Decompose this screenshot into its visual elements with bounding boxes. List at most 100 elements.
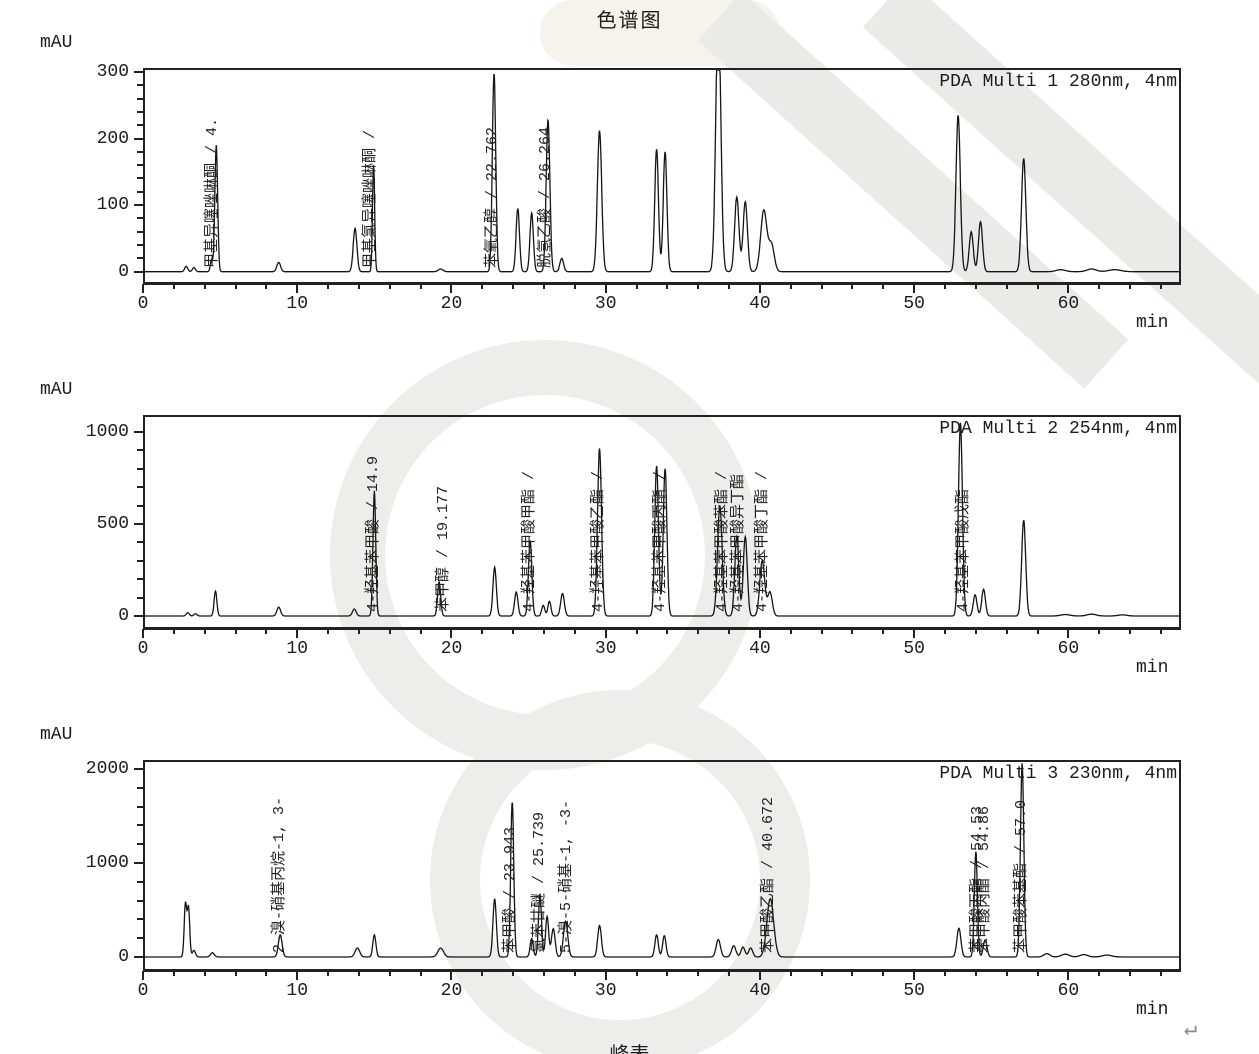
y-minor-tick [137, 843, 143, 846]
x-tick-label: 10 [286, 981, 309, 1001]
x-major-tick [142, 971, 144, 980]
x-major-tick [1067, 971, 1070, 980]
x-major-tick [913, 971, 916, 980]
y-minor-tick [137, 486, 143, 489]
x-minor-tick [1098, 284, 1101, 289]
x-minor-tick [234, 971, 237, 976]
x-minor-tick [1036, 971, 1039, 976]
x-minor-tick [481, 971, 484, 976]
x-minor-tick [697, 629, 700, 634]
x-tick-label: 50 [903, 294, 925, 314]
y-minor-tick [137, 824, 143, 827]
y-tick-label: 100 [96, 195, 129, 216]
x-minor-tick [1098, 971, 1101, 976]
x-minor-tick [1159, 629, 1162, 634]
peak-annotation: 4-羟基苯甲酸乙酯 / [589, 470, 607, 612]
y-minor-tick [137, 504, 143, 507]
y-minor-tick [137, 880, 143, 883]
x-minor-tick [419, 284, 422, 289]
x-minor-tick [820, 971, 823, 976]
x-minor-tick [635, 971, 638, 976]
x-minor-tick [481, 629, 484, 634]
y-minor-tick [137, 97, 143, 100]
y-major-tick [134, 767, 143, 770]
x-major-tick [913, 284, 916, 293]
y-axis-unit-label: mAU [40, 380, 73, 400]
x-minor-tick [388, 971, 391, 976]
y-major-tick [134, 955, 143, 958]
y-minor-tick [137, 190, 143, 193]
x-minor-tick [1005, 629, 1008, 634]
y-minor-tick [137, 110, 143, 113]
y-major-tick [134, 70, 143, 73]
x-minor-tick [1005, 284, 1008, 289]
x-major-tick [758, 629, 761, 638]
x-minor-tick [172, 629, 175, 634]
x-minor-tick [666, 971, 669, 976]
x-minor-tick [882, 971, 885, 976]
trace-line [143, 70, 1181, 273]
y-tick-label: 1000 [85, 421, 129, 442]
y-minor-tick [137, 177, 143, 180]
peak-annotation: 苯甲酸 / 23.943 [502, 826, 520, 953]
x-minor-tick [543, 629, 545, 634]
x-major-tick [142, 284, 144, 293]
x-minor-tick [357, 629, 360, 634]
y-tick-label: 200 [96, 128, 129, 149]
peak-annotation: 2-溴-硝基丙烷-1, 3- [271, 796, 289, 953]
y-minor-tick [137, 899, 143, 902]
x-tick-label: 0 [137, 294, 149, 314]
x-minor-tick [789, 284, 792, 289]
chromatogram-trace [143, 422, 1181, 617]
trace-line [143, 422, 1181, 617]
x-axis-unit-label: min [1136, 658, 1169, 678]
detector-label: PDA Multi 2 254nm, 4nm [939, 419, 1177, 439]
y-minor-tick [137, 596, 143, 599]
x-major-tick [758, 971, 761, 980]
y-minor-tick [137, 578, 143, 581]
x-minor-tick [1129, 629, 1132, 634]
x-minor-tick [944, 284, 947, 289]
peak-annotation: 脱氢乙酸 / 26.264 [537, 126, 555, 268]
y-major-tick [134, 430, 143, 433]
peak-annotation: 4-羟基苯甲酸丁酯 / [754, 470, 772, 612]
x-minor-tick [789, 971, 792, 976]
chromatogram-trace [143, 70, 1181, 273]
x-minor-tick [481, 284, 484, 289]
x-minor-tick [265, 284, 268, 289]
x-major-tick [604, 284, 607, 293]
peak-annotation: 4-羟基苯甲酸苯酯 / [714, 470, 732, 612]
y-minor-tick [137, 257, 143, 260]
x-tick-label: 30 [594, 639, 617, 659]
y-tick-label: 300 [96, 61, 129, 82]
y-axis-unit-label: mAU [40, 33, 73, 53]
y-minor-tick [137, 805, 143, 808]
x-minor-tick [234, 629, 237, 634]
plot-area [143, 415, 1181, 630]
x-tick-label: 50 [903, 639, 925, 659]
x-tick-label: 60 [1057, 981, 1080, 1001]
x-minor-tick [728, 284, 731, 289]
x-minor-tick [573, 971, 576, 976]
x-major-tick [604, 971, 607, 980]
y-major-tick [134, 204, 143, 207]
peak-annotation: 4-羟基苯甲酸戊酯 [954, 488, 972, 612]
x-minor-tick [1036, 284, 1039, 289]
x-minor-tick [327, 284, 330, 289]
x-tick-label: 60 [1057, 294, 1080, 314]
x-minor-tick [327, 971, 330, 976]
x-minor-tick [635, 629, 638, 634]
x-minor-tick [1129, 284, 1132, 289]
x-tick-label: 0 [137, 639, 149, 659]
y-minor-tick [137, 786, 143, 789]
x-minor-tick [573, 629, 576, 634]
x-minor-tick [512, 629, 515, 634]
y-tick-label: 0 [118, 261, 129, 282]
x-minor-tick [419, 629, 422, 634]
y-minor-tick [137, 244, 143, 247]
y-major-tick [134, 861, 143, 864]
x-tick-label: 40 [749, 294, 771, 314]
x-minor-tick [882, 629, 885, 634]
y-minor-tick [137, 541, 143, 544]
